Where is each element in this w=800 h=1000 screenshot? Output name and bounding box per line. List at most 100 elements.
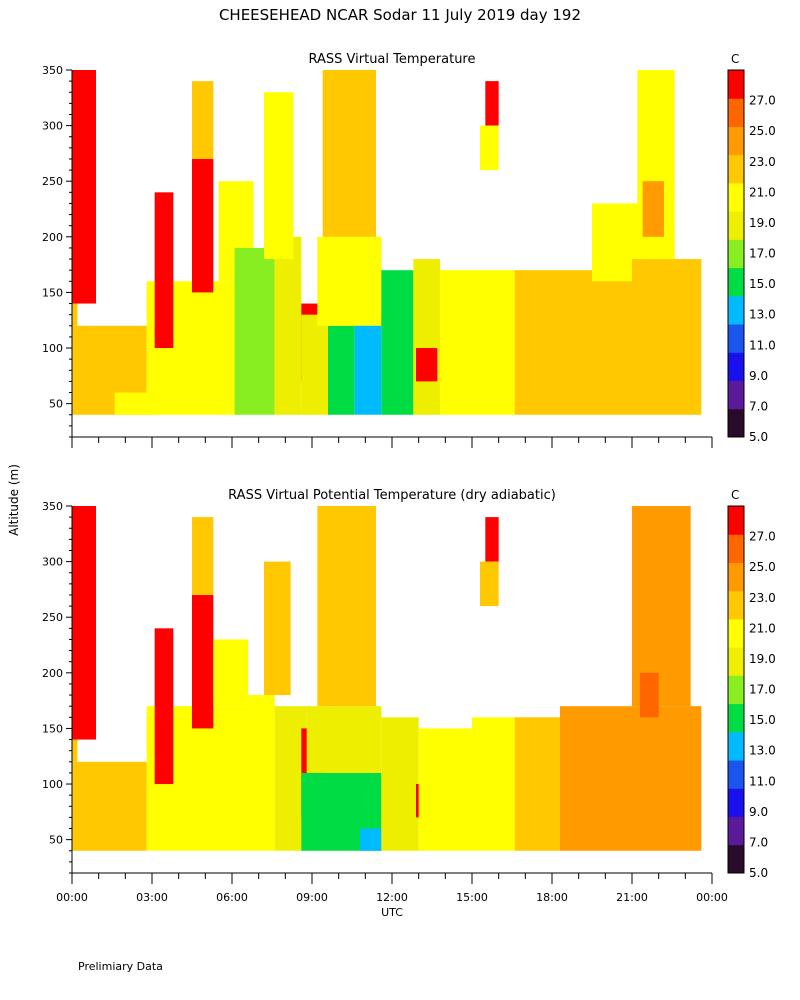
colorbar-segment <box>728 788 744 818</box>
y-tick-label: 300 <box>42 120 63 133</box>
colorbar-tick-label: 17.0 <box>749 683 776 697</box>
heatmap-cells <box>72 70 702 415</box>
heatmap-cell <box>264 561 291 696</box>
colorbar: C 5.0 7.0 9.0 11.0 13.0 15.0 17.0 19.0 21.0 23.0 25… <box>727 52 776 444</box>
colorbar-tick-label: 7.0 <box>749 835 768 849</box>
colorbar-tick-label: 21.0 <box>749 185 776 199</box>
x-tick-label: 09:00 <box>296 891 328 904</box>
heatmap-cell <box>552 270 632 415</box>
colorbar-segment <box>728 562 744 592</box>
heatmap-cell <box>274 236 302 415</box>
colorbar-tick-label: 13.0 <box>749 308 776 322</box>
heatmap-cell <box>381 270 414 415</box>
colorbar-tick-label: 9.0 <box>749 805 768 819</box>
heatmap-cell <box>322 70 376 237</box>
y-tick-label: 250 <box>42 611 63 624</box>
colorbar-tick-label: 9.0 <box>749 369 768 383</box>
colorbar-segment <box>728 408 744 438</box>
colorbar-segment <box>728 816 744 846</box>
colorbar-tick-label: 23.0 <box>749 591 776 605</box>
heatmap-cell <box>72 70 96 304</box>
colorbar-tick-label: 11.0 <box>749 338 776 352</box>
colorbar-segment <box>728 295 744 325</box>
colorbar-segment <box>728 647 744 676</box>
x-tick-label: 12:00 <box>376 891 408 904</box>
colorbar-tick-label: 11.0 <box>749 774 776 788</box>
colorbar: C 5.0 7.0 9.0 11.0 13.0 15.0 17.0 19.0 21.0 23.0 25… <box>727 488 776 880</box>
colorbar-segment <box>728 675 744 705</box>
heatmap-cell <box>248 695 275 851</box>
heatmap-cell <box>306 706 382 773</box>
colorbar-segment <box>728 126 744 156</box>
heatmap-cell <box>301 314 328 415</box>
heatmap-cell <box>514 270 552 415</box>
colorbar-segment <box>728 534 744 563</box>
heatmap-cell <box>413 259 440 415</box>
panel-title: RASS Virtual Potential Temperature (dry … <box>228 488 556 503</box>
colorbar-segment <box>728 70 744 99</box>
heatmap-cell <box>381 717 419 851</box>
colorbar-unit: C <box>731 52 739 66</box>
y-tick-label: 350 <box>42 500 63 513</box>
heatmap-cell <box>416 348 438 382</box>
colorbar-tick-label: 15.0 <box>749 713 776 727</box>
panel-virtual-temperature: RASS Virtual Temperature 50 100 150 200 250 30… <box>42 52 776 448</box>
heatmap-cell <box>192 517 214 595</box>
x-tick-label: 00:00 <box>696 891 728 904</box>
y-tick-label: 200 <box>42 667 63 680</box>
y-axis-label: Altitude (m) <box>7 464 21 536</box>
y-tick-label: 100 <box>42 342 63 355</box>
page-title: CHEESEHEAD NCAR Sodar 11 July 2019 day 1… <box>219 6 581 24</box>
heatmap-cell <box>72 761 147 851</box>
colorbar-segment <box>728 182 744 212</box>
colorbar-tick-label: 5.0 <box>749 866 768 880</box>
colorbar-segment <box>728 154 744 184</box>
colorbar-segment <box>728 239 744 269</box>
heatmap-cell <box>192 81 214 159</box>
y-tick-label: 150 <box>42 286 63 299</box>
heatmap-cell <box>480 561 499 607</box>
heatmap-cell <box>640 672 659 718</box>
colorbar-tick-label: 27.0 <box>749 530 776 544</box>
heatmap-cell <box>485 517 499 562</box>
y-tick-label: 50 <box>49 834 63 847</box>
heatmap-cell <box>317 236 382 326</box>
colorbar-tick-label: 15.0 <box>749 277 776 291</box>
x-tick-label: 06:00 <box>216 891 248 904</box>
colorbar-tick-label: 5.0 <box>749 430 768 444</box>
colorbar-segment <box>728 760 744 789</box>
colorbar-frame <box>727 69 745 438</box>
y-tick-label: 50 <box>49 398 63 411</box>
heatmap-cell <box>154 192 174 349</box>
heatmap-cell <box>642 181 664 237</box>
heatmap-cell <box>354 314 382 415</box>
colorbar-tick-label: 13.0 <box>749 744 776 758</box>
colorbar-segment <box>728 352 744 382</box>
colorbar-tick-label: 25.0 <box>749 560 776 574</box>
colorbar-tick-label: 27.0 <box>749 94 776 108</box>
colorbar-tick-label: 21.0 <box>749 621 776 635</box>
colorbar-unit: C <box>731 488 739 502</box>
panel-title: RASS Virtual Temperature <box>309 52 476 67</box>
x-tick-label: 00:00 <box>56 891 88 904</box>
colorbar-tick-label: 23.0 <box>749 155 776 169</box>
heatmap-cell <box>234 247 275 415</box>
heatmap-cell <box>274 706 307 851</box>
colorbar-tick-label: 17.0 <box>749 247 776 261</box>
heatmap-cell <box>480 125 499 171</box>
colorbar-segment <box>728 98 744 127</box>
heatmap-cell <box>440 270 515 415</box>
heatmap-cell <box>472 717 515 851</box>
y-tick-label: 200 <box>42 231 63 244</box>
colorbar-segment <box>728 506 744 535</box>
x-tick-label: 21:00 <box>616 891 648 904</box>
colorbar-tick-label: 7.0 <box>749 399 768 413</box>
heatmap-cell <box>72 506 96 740</box>
heatmap-cell <box>264 92 294 260</box>
colorbar-tick-label: 25.0 <box>749 124 776 138</box>
colorbar-segment <box>728 618 744 648</box>
heatmap-cell <box>360 828 382 851</box>
colorbar-segment <box>728 590 744 620</box>
colorbar-segment <box>728 731 744 761</box>
heatmap-cell <box>514 717 560 851</box>
